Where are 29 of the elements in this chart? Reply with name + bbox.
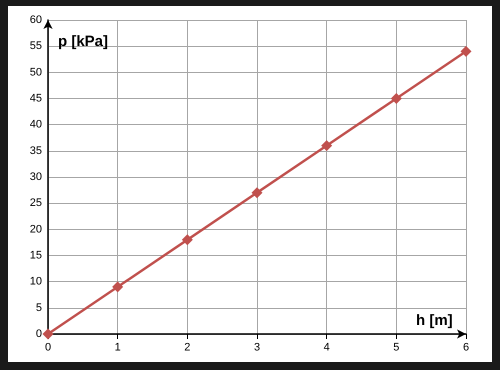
x-tick-label: 6 xyxy=(462,342,470,354)
x-tick-label: 0 xyxy=(44,342,52,354)
x-tick-label: 3 xyxy=(254,342,260,354)
y-tick-label: 30 xyxy=(30,171,42,183)
y-tick-label: 60 xyxy=(30,14,42,26)
y-tick-label: 10 xyxy=(30,276,42,288)
y-tick-label: 40 xyxy=(30,118,42,131)
x-tick-label: 2 xyxy=(184,342,190,354)
y-tick-label: 55 xyxy=(30,40,42,52)
point xyxy=(390,93,402,104)
y-tick-label: 15 xyxy=(30,250,42,262)
point xyxy=(182,234,193,246)
point xyxy=(112,281,124,292)
y-axis-title: p [kPa] xyxy=(58,33,108,50)
point xyxy=(460,46,472,57)
point xyxy=(42,328,54,340)
x-tick-label: 5 xyxy=(393,342,400,354)
point xyxy=(321,140,332,152)
y-tick-label: 35 xyxy=(30,144,42,157)
x-axis-title: h [m] xyxy=(416,312,453,329)
y-tick-label: 0 xyxy=(36,328,42,340)
y-tick-label: 45 xyxy=(30,92,42,104)
y-tick-label: 25 xyxy=(30,197,42,210)
point xyxy=(252,187,262,198)
x-tick-label: 4 xyxy=(324,342,330,354)
y-tick-label: 50 xyxy=(30,66,42,78)
x-tick-label: 1 xyxy=(114,342,121,354)
y-tick-label: 20 xyxy=(30,223,42,236)
y-tick-label: 5 xyxy=(36,302,42,314)
